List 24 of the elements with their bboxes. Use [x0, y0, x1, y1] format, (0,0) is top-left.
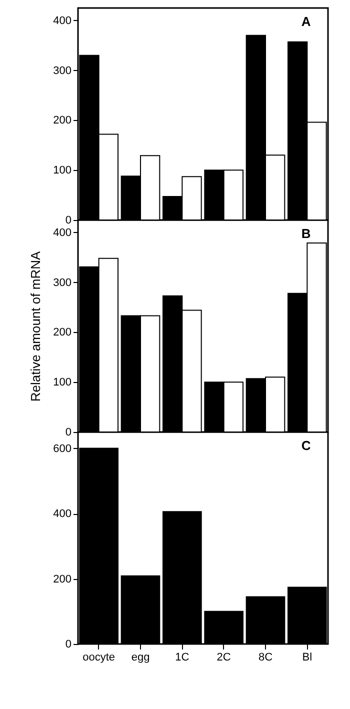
y-axis-title: Relative amount of mRNA	[28, 251, 44, 402]
y-tick-label: 100	[53, 164, 72, 177]
y-tick-label: 200	[53, 573, 72, 586]
annotation: B	[301, 226, 311, 241]
annotation: C	[301, 438, 312, 453]
y-tick-label: 100	[53, 376, 72, 389]
x-tick-label: egg	[131, 652, 150, 664]
y-tick-label: 300	[53, 276, 72, 289]
y-tick-label: 200	[53, 114, 72, 127]
y-tick-label: 0	[65, 638, 72, 650]
y-tick-label: 400	[53, 508, 72, 520]
x-tick-label: 8C	[258, 652, 273, 664]
annotation: A	[301, 14, 312, 29]
y-tick-label: 200	[53, 326, 72, 339]
x-tick-label: 2C	[216, 652, 231, 664]
y-tick-label: 300	[53, 64, 72, 77]
y-tick-label: 400	[53, 14, 72, 27]
y-tick-label: 400	[53, 226, 72, 239]
x-tick-label: 1C	[175, 652, 190, 664]
y-tick-label: 600	[53, 442, 72, 455]
y-tick-label: 0	[65, 426, 72, 438]
x-tick-label: Bl	[302, 652, 312, 664]
y-tick-label: 0	[65, 214, 72, 226]
x-tick-label: oocyte	[82, 652, 116, 664]
